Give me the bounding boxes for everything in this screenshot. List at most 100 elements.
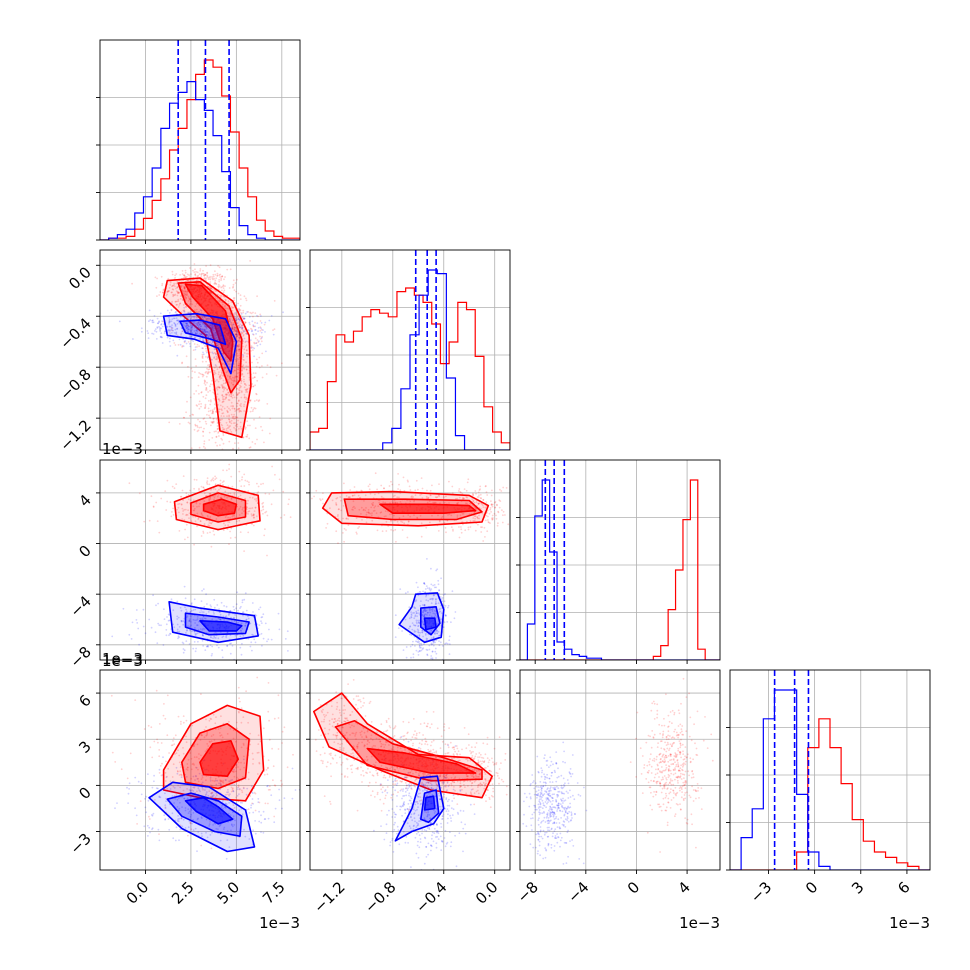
scatter-point xyxy=(204,317,207,319)
scatter-point xyxy=(274,473,276,476)
scatter-point xyxy=(128,482,131,485)
scatter-point xyxy=(166,293,169,296)
scatter-point xyxy=(170,744,173,747)
scatter-point xyxy=(175,483,178,485)
scatter-point xyxy=(311,497,313,500)
histogram-series-1 xyxy=(310,269,510,450)
scatter-point xyxy=(162,288,165,291)
scatter-point xyxy=(192,269,194,272)
scatter-point xyxy=(219,479,222,482)
scatter-point xyxy=(426,489,428,492)
scatter-point xyxy=(232,279,235,282)
scatter-point xyxy=(182,304,185,306)
scatter-point xyxy=(212,329,214,332)
scatter-point xyxy=(165,509,168,511)
scatter-point xyxy=(232,380,235,383)
scatter-point xyxy=(321,498,324,500)
scatter-point xyxy=(262,329,264,331)
scatter-point xyxy=(185,305,187,308)
scatter-point xyxy=(238,348,241,351)
scatter-point xyxy=(275,374,278,377)
scatter-point xyxy=(479,485,482,488)
scatter-point xyxy=(232,306,234,309)
scatter-point xyxy=(205,360,208,363)
scatter-point xyxy=(152,319,154,322)
scatter-point xyxy=(390,529,392,531)
scatter-point xyxy=(209,334,212,337)
scatter-point xyxy=(209,383,212,386)
scatter-point xyxy=(281,742,283,744)
scatter-point xyxy=(236,394,239,397)
scatter-point xyxy=(199,664,201,666)
scatter-point xyxy=(193,263,196,265)
scatter-point xyxy=(254,427,257,429)
scatter-point xyxy=(491,505,494,508)
scatter-point xyxy=(170,309,173,312)
scatter-point xyxy=(213,352,216,354)
scatter-point xyxy=(215,337,217,340)
scatter-point xyxy=(269,417,272,420)
scatter-point xyxy=(222,434,225,437)
scatter-point xyxy=(156,738,159,741)
scatter-point xyxy=(149,746,152,749)
scatter-point xyxy=(237,408,239,411)
scatter-point xyxy=(226,361,229,363)
scatter-point xyxy=(241,478,243,481)
scatter-point xyxy=(227,391,230,394)
scatter-point xyxy=(207,278,210,281)
scatter-point xyxy=(357,527,359,529)
scatter-point xyxy=(191,303,194,306)
scatter-point xyxy=(220,276,223,278)
scatter-point xyxy=(414,489,417,492)
scatter-point xyxy=(234,460,236,462)
scatter-point xyxy=(184,322,187,324)
scatter-point xyxy=(206,351,208,354)
scatter-point xyxy=(146,330,149,332)
scatter-point xyxy=(238,349,240,351)
scatter-point xyxy=(478,494,480,497)
scatter-point xyxy=(425,674,427,676)
scatter-point xyxy=(376,488,378,491)
scatter-point xyxy=(458,536,461,539)
scatter-point xyxy=(208,286,211,289)
scatter-point xyxy=(208,277,211,279)
scatter-point xyxy=(111,635,114,638)
scatter-point xyxy=(158,755,161,758)
scatter-point xyxy=(302,518,304,520)
scatter-point xyxy=(228,415,231,418)
scatter-point xyxy=(443,621,446,624)
scatter-point xyxy=(142,608,145,611)
scatter-point xyxy=(179,297,182,300)
scatter-point xyxy=(187,834,189,837)
scatter-point xyxy=(148,818,151,820)
scatter-point xyxy=(250,641,253,644)
scatter-point xyxy=(212,278,214,281)
scatter-point xyxy=(464,529,467,532)
scatter-point xyxy=(194,273,197,275)
scatter-point xyxy=(211,409,214,411)
scatter-point xyxy=(343,527,346,530)
scatter-point xyxy=(244,479,247,482)
scatter-point xyxy=(253,347,256,350)
scatter-point xyxy=(495,517,498,520)
scatter-point xyxy=(204,384,207,386)
scatter-point xyxy=(201,347,204,350)
scatter-point xyxy=(205,389,208,391)
scatter-point xyxy=(177,292,180,295)
scatter-point xyxy=(156,317,159,320)
scatter-point xyxy=(431,664,433,666)
scatter-point xyxy=(248,437,251,440)
scatter-point xyxy=(184,293,187,295)
scatter-point xyxy=(426,654,429,657)
scatter-point xyxy=(268,432,271,435)
scatter-point xyxy=(202,532,205,534)
scatter-point xyxy=(120,768,123,771)
scatter-point xyxy=(288,498,290,501)
scatter-point xyxy=(236,375,239,378)
scatter-point xyxy=(183,286,186,289)
scatter-point xyxy=(454,611,457,613)
scatter-point xyxy=(448,664,450,666)
scatter-point xyxy=(194,274,197,277)
scatter-point xyxy=(176,334,179,337)
scatter-point xyxy=(245,299,248,302)
